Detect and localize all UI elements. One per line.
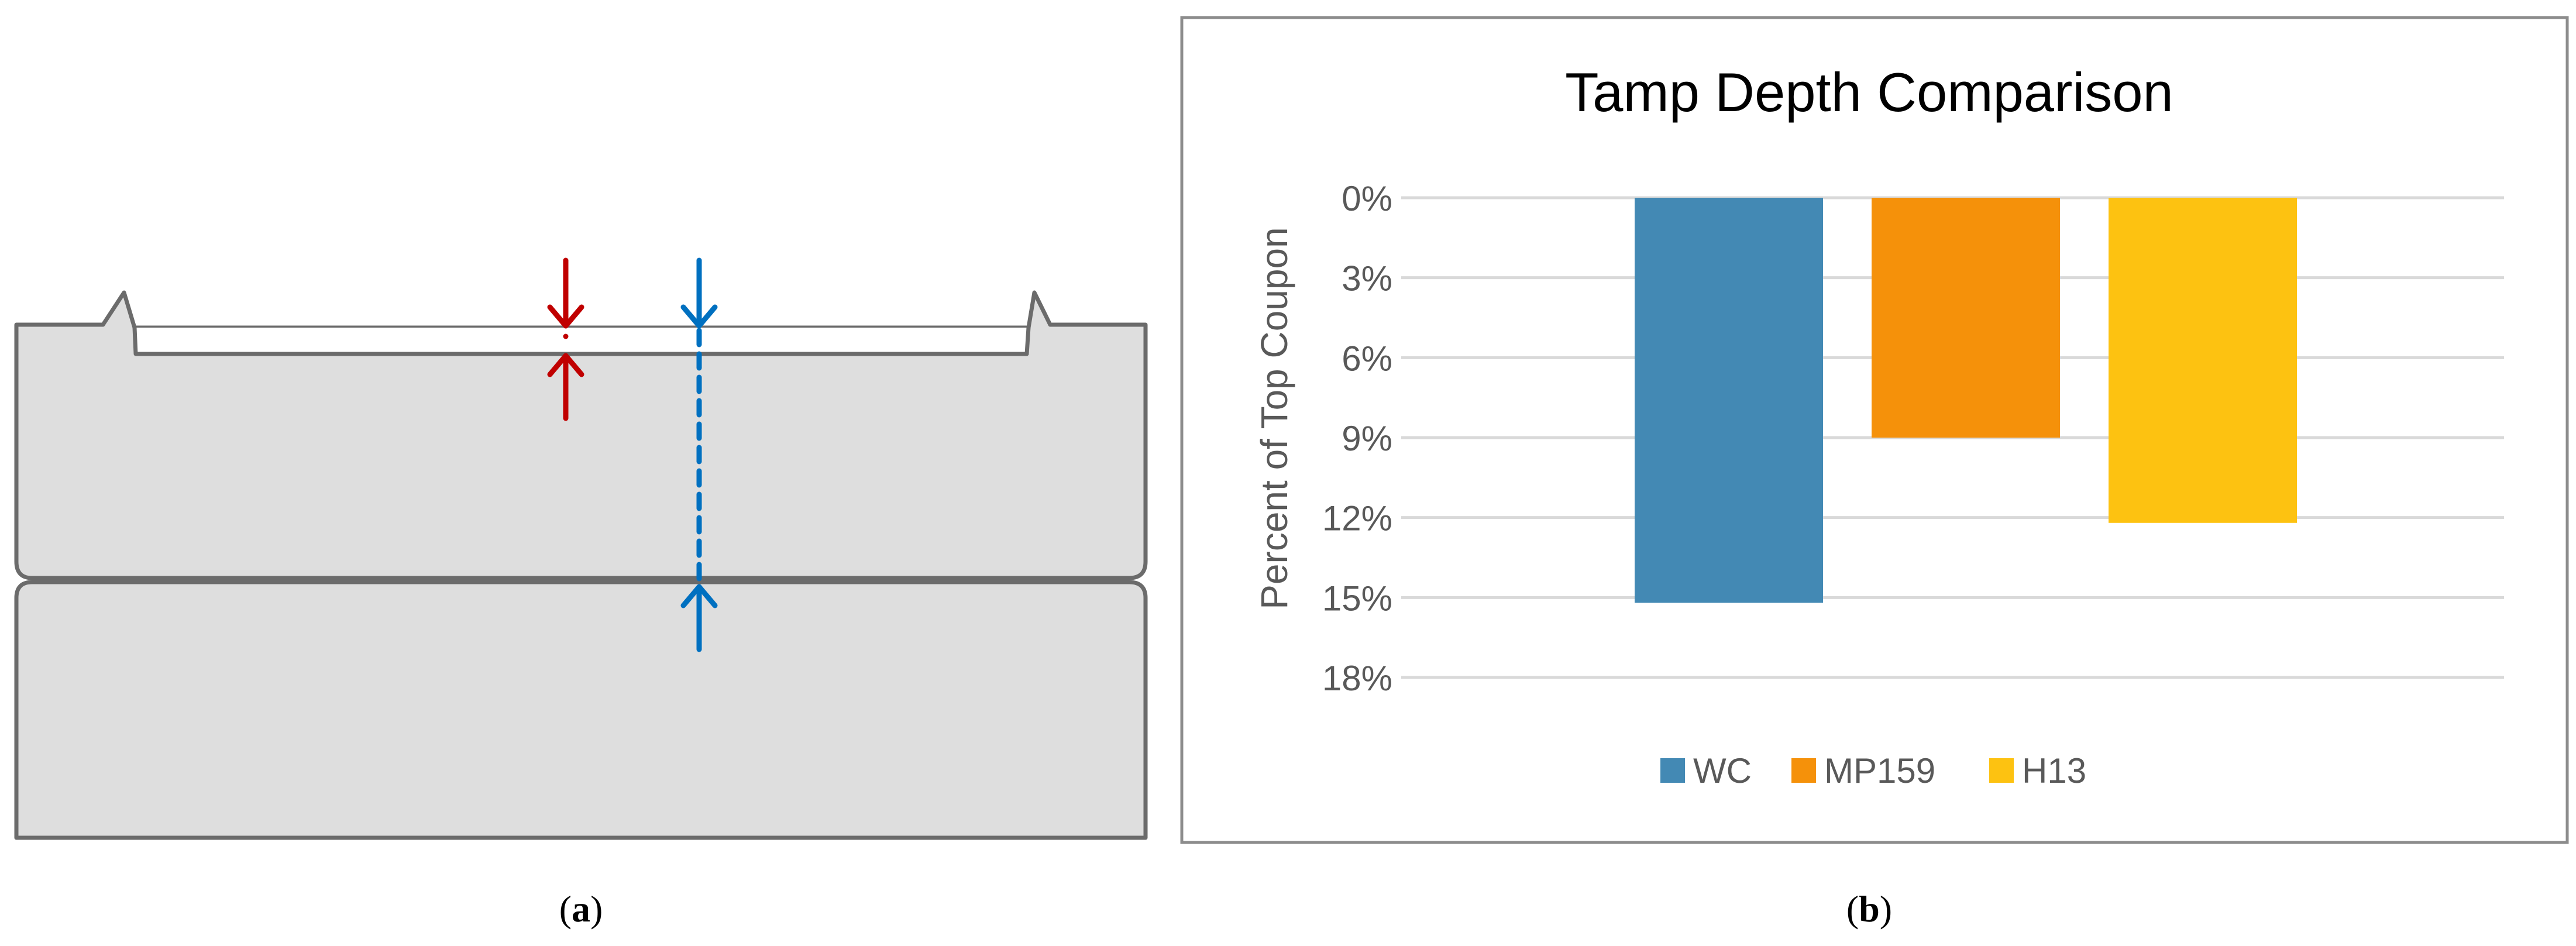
- top-coupon: [14, 290, 1148, 580]
- y-tick-label: 6%: [1342, 339, 1392, 378]
- panel-a-label-open: (: [559, 888, 572, 930]
- y-tick-label: 0%: [1342, 179, 1392, 218]
- panel-b-chart: Tamp Depth Comparison Percent of Top Cou…: [1180, 16, 2569, 930]
- bottom-coupon: [14, 580, 1148, 840]
- panel-b-label-close: ): [1880, 888, 1892, 930]
- svg-text:(a): (a): [559, 888, 603, 930]
- legend-swatch-mp159: [1791, 758, 1816, 783]
- y-tick-label: 3%: [1342, 259, 1392, 298]
- panel-a-label-letter: a: [572, 888, 590, 930]
- legend: WC MP159 H13: [1660, 751, 2086, 790]
- legend-swatch-wc: [1660, 758, 1685, 783]
- tamp-depth-marker-red: [547, 257, 584, 421]
- y-tick-labels: 0% 3% 6% 9% 12% 15% 18%: [1322, 179, 1392, 698]
- legend-label-mp159: MP159: [1824, 751, 1935, 790]
- y-axis-label: Percent of Top Coupon: [1253, 227, 1295, 610]
- panel-a-diagram: (a): [14, 257, 1148, 930]
- legend-label-h13: H13: [2022, 751, 2086, 790]
- bars: [1635, 198, 2297, 603]
- chart-title: Tamp Depth Comparison: [1565, 61, 2173, 123]
- bar-mp159: [1872, 198, 2060, 438]
- panel-b-label-letter: b: [1859, 888, 1880, 930]
- coupon-thickness-marker-blue: [680, 257, 718, 652]
- panel-a-label-close: ): [590, 888, 603, 930]
- bar-h13: [2109, 198, 2297, 523]
- legend-label-wc: WC: [1693, 751, 1752, 790]
- y-tick-label: 15%: [1322, 579, 1392, 618]
- legend-swatch-h13: [1989, 758, 2014, 783]
- bar-wc: [1635, 198, 1823, 603]
- svg-text:(b): (b): [1846, 888, 1892, 930]
- y-tick-label: 9%: [1342, 419, 1392, 458]
- tamp-recess: [132, 327, 1031, 356]
- y-tick-label: 12%: [1322, 499, 1392, 538]
- y-tick-label: 18%: [1322, 659, 1392, 698]
- panel-b-label-open: (: [1846, 888, 1859, 930]
